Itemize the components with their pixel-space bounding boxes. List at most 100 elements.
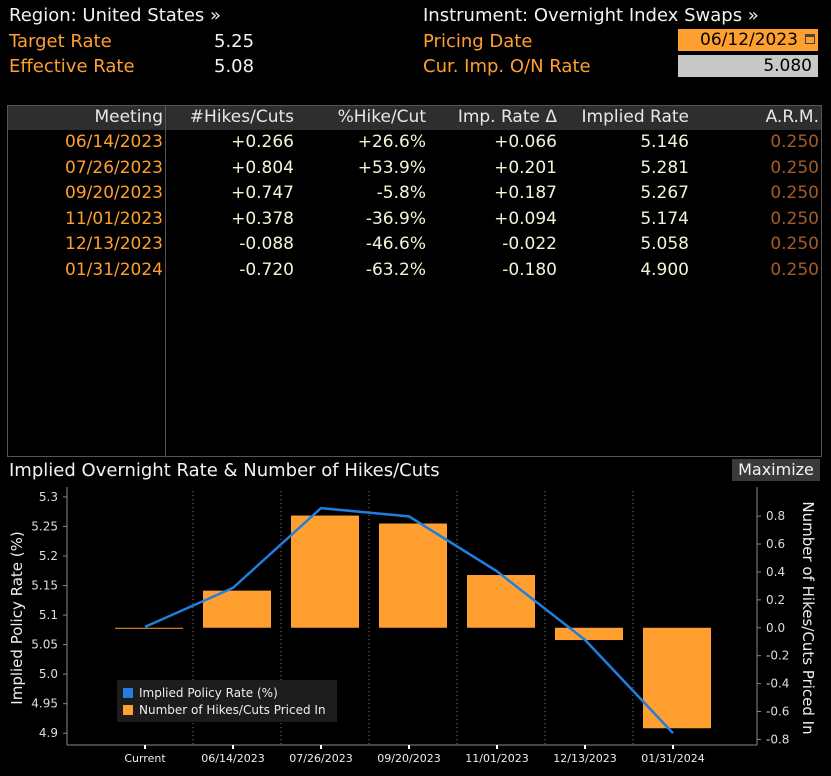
table-row[interactable]: 11/01/2023 +0.378 -36.9% +0.094 5.174 0.250 xyxy=(8,209,821,233)
legend-label-line: Implied Policy Rate (%) xyxy=(139,686,278,700)
x-tick-label: 06/14/2023 xyxy=(201,752,264,765)
arm-cell: 0.250 xyxy=(770,209,819,229)
effective-rate-value: 5.08 xyxy=(214,56,254,77)
y-tick-label: 5.3 xyxy=(39,490,58,504)
delta-cell: -0.180 xyxy=(502,260,557,280)
onrate-value: 5.080 xyxy=(763,56,812,76)
hikes-bar xyxy=(467,575,535,628)
target-rate-value: 5.25 xyxy=(214,31,254,52)
table-row[interactable]: 09/20/2023 +0.747 -5.8% +0.187 5.267 0.250 xyxy=(8,183,821,207)
pct-cell: -5.8% xyxy=(377,183,426,203)
pricing-date-input[interactable]: 06/12/2023 xyxy=(678,29,818,51)
calendar-icon[interactable] xyxy=(805,34,815,44)
delta-cell: +0.094 xyxy=(494,209,557,229)
col-arm[interactable]: A.R.M. xyxy=(766,107,819,127)
arm-cell: 0.250 xyxy=(770,260,819,280)
y2-tick-label: 0.6 xyxy=(766,537,785,551)
y-axis-title: Implied Policy Rate (%) xyxy=(8,531,26,704)
table-row[interactable]: 07/26/2023 +0.804 +53.9% +0.201 5.281 0.250 xyxy=(8,158,821,182)
onrate-label: Cur. Imp. O/N Rate xyxy=(423,56,591,77)
region-selector[interactable]: Region: United States » xyxy=(9,5,221,26)
y2-tick-label: -0.6 xyxy=(766,705,789,719)
col-meeting[interactable]: Meeting xyxy=(94,107,163,127)
chart-title: Implied Overnight Rate & Number of Hikes… xyxy=(9,460,440,481)
legend-swatch-bar xyxy=(123,705,133,715)
meeting-cell: 09/20/2023 xyxy=(65,183,163,203)
hikes-bar xyxy=(379,524,447,628)
hikes-cell: -0.088 xyxy=(239,234,294,254)
y2-tick-label: 0.2 xyxy=(766,593,785,607)
delta-cell: +0.066 xyxy=(494,132,557,152)
y2-tick-label: 0.4 xyxy=(766,565,785,579)
hikes-bar xyxy=(291,516,359,628)
y2-tick-label: 0.0 xyxy=(766,621,785,635)
col-implied-rate[interactable]: Implied Rate xyxy=(582,107,689,127)
y2-axis-title: Number of Hikes/Cuts Priced In xyxy=(799,501,817,734)
pct-cell: +26.6% xyxy=(358,132,426,152)
y2-tick-label: -0.8 xyxy=(766,732,789,746)
implied-cell: 5.058 xyxy=(640,234,689,254)
delta-cell: -0.022 xyxy=(502,234,557,254)
arm-cell: 0.250 xyxy=(770,158,819,178)
y2-tick-label: -0.4 xyxy=(766,677,789,691)
implied-cell: 4.900 xyxy=(640,260,689,280)
meetings-table: Meeting #Hikes/Cuts %Hike/Cut Imp. Rate … xyxy=(7,105,822,457)
delta-cell: +0.201 xyxy=(494,158,557,178)
hikes-bar xyxy=(555,628,623,640)
x-tick-label: 07/26/2023 xyxy=(289,752,352,765)
col-hikes-cuts[interactable]: #Hikes/Cuts xyxy=(190,107,294,127)
pct-cell: -36.9% xyxy=(366,209,426,229)
y-tick-label: 5.2 xyxy=(39,549,58,563)
legend-swatch-line xyxy=(123,688,133,698)
onrate-field: 5.080 xyxy=(678,55,818,77)
implied-cell: 5.281 xyxy=(640,158,689,178)
target-rate-label: Target Rate xyxy=(9,31,112,52)
hikes-cell: +0.747 xyxy=(231,183,294,203)
pct-cell: +53.9% xyxy=(358,158,426,178)
legend-label-bar: Number of Hikes/Cuts Priced In xyxy=(139,703,326,717)
y2-tick-label: 0.8 xyxy=(766,509,785,523)
instrument-selector[interactable]: Instrument: Overnight Index Swaps » xyxy=(423,5,759,26)
y-tick-label: 5.05 xyxy=(31,638,58,652)
y-tick-label: 5.15 xyxy=(31,579,58,593)
arm-cell: 0.250 xyxy=(770,132,819,152)
meeting-cell: 07/26/2023 xyxy=(65,158,163,178)
table-row[interactable]: 01/31/2024 -0.720 -63.2% -0.180 4.900 0.250 xyxy=(8,260,821,284)
maximize-button[interactable]: Maximize xyxy=(732,459,820,481)
table-row[interactable]: 06/14/2023 +0.266 +26.6% +0.066 5.146 0.250 xyxy=(8,132,821,156)
pct-cell: -63.2% xyxy=(366,260,426,280)
implied-cell: 5.267 xyxy=(640,183,689,203)
pricing-date-value: 06/12/2023 xyxy=(700,30,798,50)
hikes-cell: +0.804 xyxy=(231,158,294,178)
col-pct-hike-cut[interactable]: %Hike/Cut xyxy=(338,107,426,127)
y-tick-label: 5.1 xyxy=(39,608,58,622)
hikes-bar xyxy=(115,628,183,629)
y-tick-label: 4.9 xyxy=(39,726,58,740)
y-tick-label: 4.95 xyxy=(31,697,58,711)
meeting-cell: 11/01/2023 xyxy=(65,209,163,229)
hikes-cell: -0.720 xyxy=(239,260,294,280)
x-tick-label: Current xyxy=(124,752,166,765)
y-tick-label: 5.0 xyxy=(39,667,58,681)
x-tick-label: 01/31/2024 xyxy=(641,752,704,765)
hikes-cell: +0.378 xyxy=(231,209,294,229)
meeting-cell: 01/31/2024 xyxy=(65,260,163,280)
col-imp-rate-delta[interactable]: Imp. Rate Δ xyxy=(458,107,557,127)
implied-cell: 5.174 xyxy=(640,209,689,229)
meeting-cell: 12/13/2023 xyxy=(65,234,163,254)
delta-cell: +0.187 xyxy=(494,183,557,203)
pricing-date-label: Pricing Date xyxy=(423,31,532,52)
chart-panel: 5.3 5.25 5.2 5.15 5.1 5.05 5.0 4.95 4.9 0.8 0.6 0.4… xyxy=(7,483,822,772)
y-tick-label: 5.25 xyxy=(31,519,58,533)
arm-cell: 0.250 xyxy=(770,183,819,203)
pct-cell: -46.6% xyxy=(366,234,426,254)
implied-cell: 5.146 xyxy=(640,132,689,152)
x-tick-label: 09/20/2023 xyxy=(377,752,440,765)
meeting-cell: 06/14/2023 xyxy=(65,132,163,152)
x-tick-label: 11/01/2023 xyxy=(465,752,528,765)
hikes-cell: +0.266 xyxy=(231,132,294,152)
effective-rate-label: Effective Rate xyxy=(9,56,135,77)
table-header: Meeting #Hikes/Cuts %Hike/Cut Imp. Rate … xyxy=(8,106,821,130)
chart-svg: 5.3 5.25 5.2 5.15 5.1 5.05 5.0 4.95 4.9 0.8 0.6 0.4… xyxy=(7,483,822,772)
